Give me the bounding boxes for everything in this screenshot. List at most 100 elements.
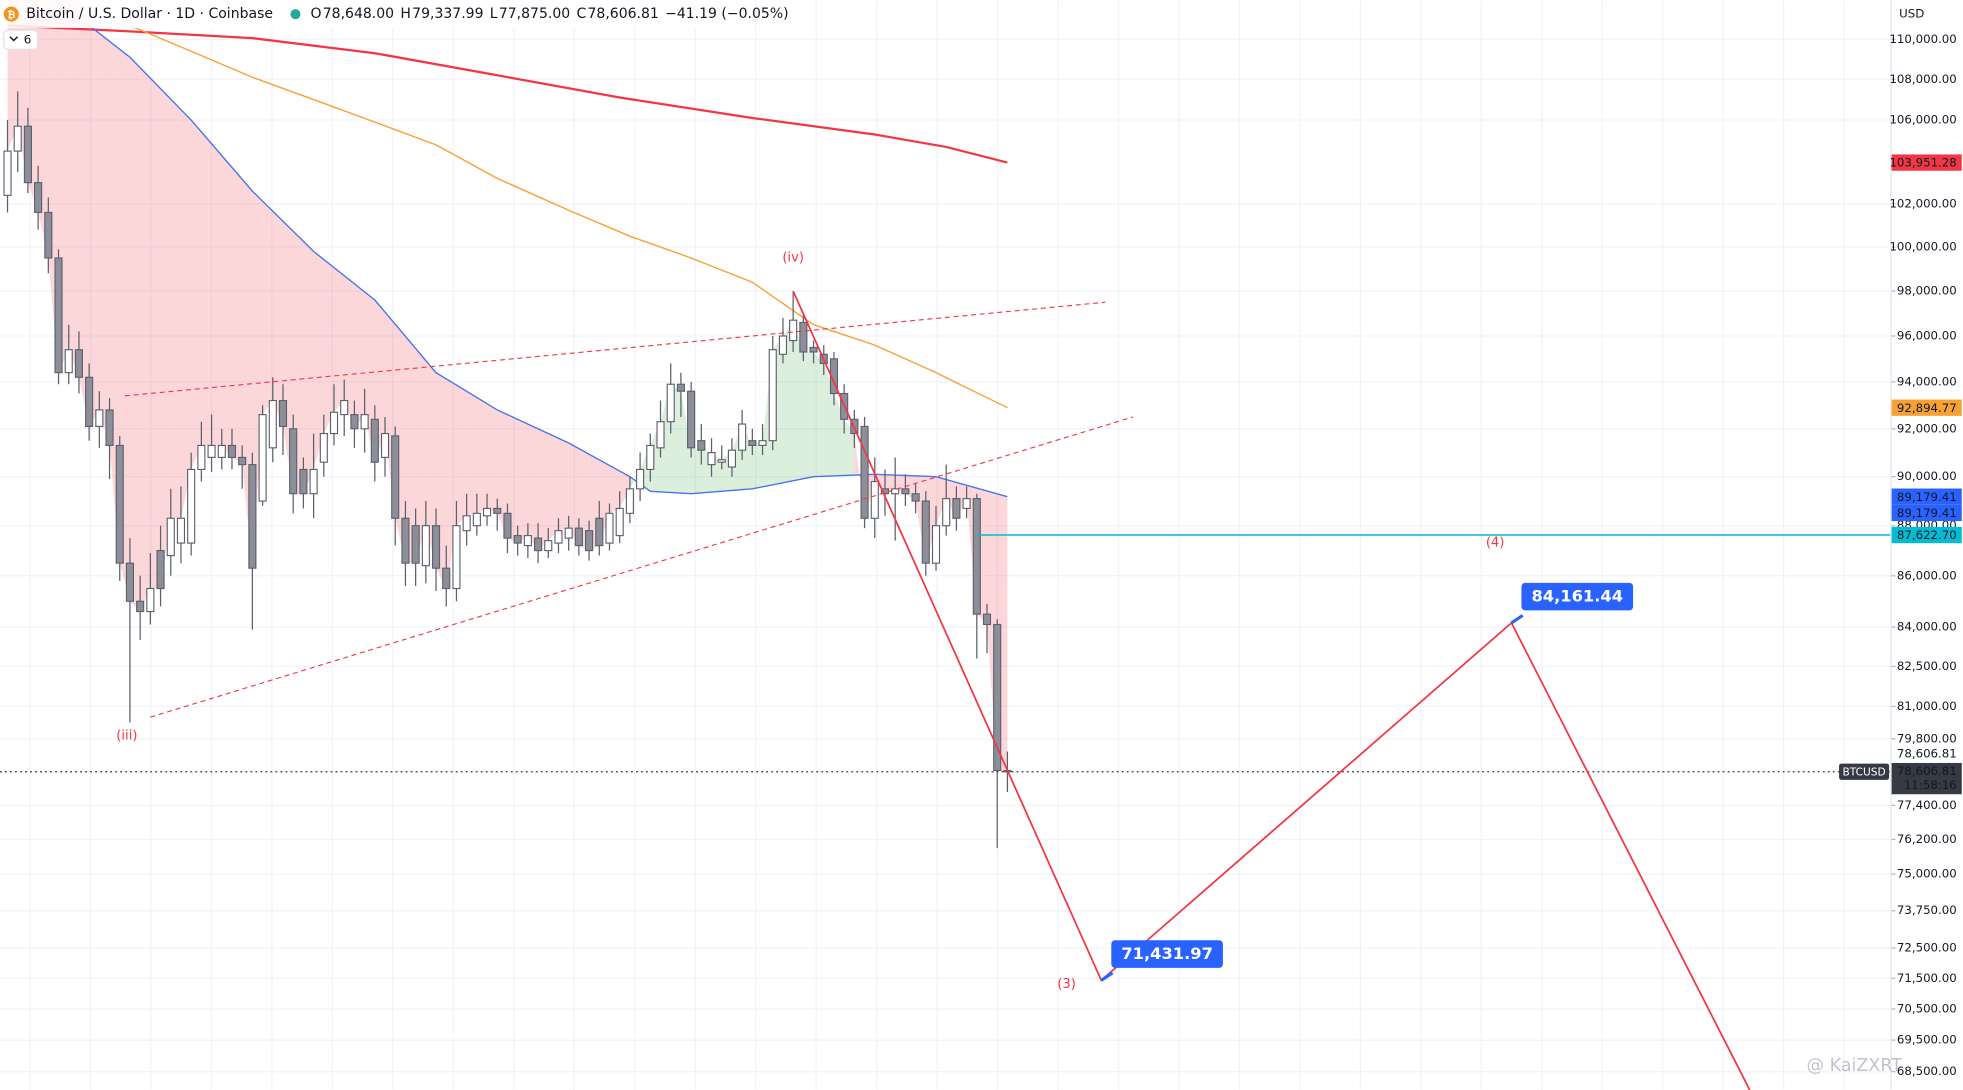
candle-body <box>738 423 747 451</box>
y-tick-label: 81,000.00 <box>1897 699 1957 713</box>
candle-body <box>901 488 910 495</box>
candle-body <box>329 411 339 435</box>
header-bg <box>0 0 702 28</box>
ma-fill <box>487 403 498 514</box>
symbol-tag-box <box>1839 763 1890 780</box>
ma-fill <box>180 109 192 519</box>
ma-fill <box>507 414 518 544</box>
candle-body <box>217 444 226 458</box>
y-tick-label: 72,500.00 <box>1897 940 1957 954</box>
candle-body <box>146 587 155 613</box>
y-tick-label: 79,800.00 <box>1897 731 1957 745</box>
candle-body <box>125 562 135 602</box>
candle-body <box>309 468 318 495</box>
ma-fill <box>231 167 243 465</box>
ohlc-legend: O 78,648.00 H 79,337.99 L 77,875.00 C 78,606.81… <box>310 6 788 22</box>
candle-body <box>95 409 104 427</box>
candle-body <box>921 500 930 564</box>
last-price-label: 78,606.81 <box>1897 764 1957 778</box>
countdown: 11:58:16 <box>1904 778 1957 792</box>
candle-body <box>472 512 481 527</box>
ma-fill <box>201 131 212 446</box>
candle-body <box>176 517 186 544</box>
candle-body <box>258 414 267 502</box>
candle-body <box>401 517 410 564</box>
candle-body <box>442 567 451 590</box>
ma-fill <box>272 211 283 427</box>
ohlc-value: 78,648.00 <box>323 6 394 22</box>
y-tick-label: 75,000.00 <box>1897 867 1957 881</box>
target-label: 84,161.44 <box>1531 587 1623 606</box>
target-box <box>1521 582 1634 611</box>
candle-body <box>207 444 216 458</box>
candle-body <box>972 498 981 615</box>
ohlc-key: L <box>490 6 498 22</box>
candle-body <box>942 498 951 527</box>
price-label-box <box>1891 399 1962 416</box>
wave-label: (4) <box>1486 536 1505 551</box>
candle-body <box>452 525 461 590</box>
ma-fill <box>313 251 324 470</box>
indicators-toggle[interactable] <box>3 29 39 50</box>
ma-fill <box>221 155 232 458</box>
price-label-box <box>1891 488 1962 505</box>
ma-fill <box>354 283 365 429</box>
ma-fill <box>752 440 763 489</box>
candle-body <box>809 346 818 353</box>
candle-body <box>340 399 349 416</box>
candle-body <box>156 550 165 590</box>
ma-fill <box>150 78 161 589</box>
candle-body <box>13 125 22 152</box>
ma-fill <box>262 201 273 415</box>
price-label: 103,951.28 <box>1889 156 1956 170</box>
candle-body <box>952 498 961 519</box>
candle-body <box>727 449 736 468</box>
trend-line <box>124 301 1106 397</box>
ma-fill <box>629 469 641 489</box>
candle-body <box>870 480 879 519</box>
candle-body <box>717 459 726 463</box>
indicator-count: 6 <box>24 32 32 46</box>
price-axis-labels: 110,000.00 108,000.00 106,000.00 102,000.00… <box>1889 32 1962 1078</box>
ma-fill <box>803 351 814 479</box>
candle-body <box>758 440 767 447</box>
candle-body <box>187 468 196 544</box>
candle-body <box>636 468 645 490</box>
target-label: 71,431.97 <box>1121 944 1213 963</box>
price-label: 89,179.41 <box>1897 490 1957 504</box>
y-tick-label: 94,000.00 <box>1897 374 1957 388</box>
ma-fill <box>793 320 804 481</box>
ma-fill <box>609 465 620 514</box>
candle-body <box>993 623 1002 772</box>
candle-body <box>595 517 604 547</box>
candle-body <box>789 319 798 342</box>
candle-body <box>860 425 869 519</box>
ma-fill <box>425 360 437 569</box>
y-tick-label: 70,500.00 <box>1897 1001 1957 1015</box>
ma-fill <box>497 409 508 539</box>
ma-fill <box>89 25 100 427</box>
candle-body <box>503 512 512 539</box>
candle-body <box>482 507 492 517</box>
ma-fill <box>191 120 202 470</box>
ma-fill <box>170 99 181 519</box>
candle-body <box>74 349 84 378</box>
candle-body <box>962 498 971 509</box>
market-status <box>290 9 301 20</box>
ma-fill <box>548 433 559 541</box>
ohlc-key: O <box>310 6 321 22</box>
y-tick-label: 108,000.00 <box>1889 72 1956 86</box>
target-anchor <box>1100 971 1114 982</box>
candle-body <box>676 383 685 392</box>
ohlc-value: 77,875.00 <box>499 6 570 22</box>
ohlc-value: 78,606.81 <box>587 6 658 22</box>
candle-body <box>523 535 532 547</box>
moving-average <box>7 24 1008 164</box>
y-tick-label: 84,000.00 <box>1897 620 1957 634</box>
candle-body <box>289 428 298 495</box>
ma-fill <box>813 351 824 477</box>
currency: USD <box>1899 7 1924 21</box>
